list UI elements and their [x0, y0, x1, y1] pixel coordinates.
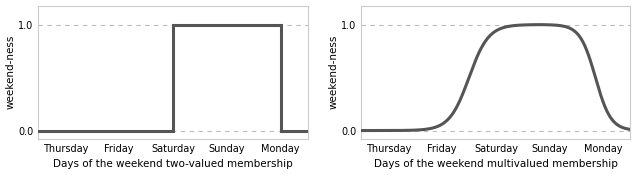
X-axis label: Days of the weekend two-valued membership: Days of the weekend two-valued membershi… — [53, 159, 293, 169]
X-axis label: Days of the weekend multivalued membership: Days of the weekend multivalued membersh… — [374, 159, 618, 169]
Y-axis label: weekend-ness: weekend-ness — [328, 35, 338, 110]
Y-axis label: weekend-ness: weekend-ness — [6, 35, 15, 110]
